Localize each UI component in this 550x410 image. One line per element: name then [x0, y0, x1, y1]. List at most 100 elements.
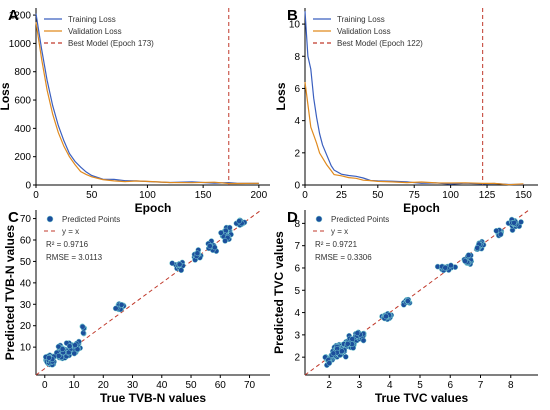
x-tick-label: 50 — [185, 380, 197, 391]
x-tick-label: 100 — [442, 190, 459, 201]
y-tick-label: 3 — [294, 330, 300, 341]
legend-label: Predicted Points — [62, 215, 120, 224]
x-tick-label: 20 — [98, 380, 110, 391]
x-axis-label: Epoch — [135, 201, 172, 215]
scatter-point — [349, 336, 356, 342]
y-tick-label: 60 — [20, 236, 32, 247]
x-axis-label: True TVC values — [375, 391, 469, 405]
scatter-point — [72, 342, 78, 349]
y-tick-label: 400 — [14, 124, 31, 135]
scatter-point — [55, 353, 62, 359]
scatter-point — [59, 346, 66, 352]
y-tick-label: 10 — [20, 343, 32, 354]
x-tick-label: 8 — [508, 380, 514, 391]
panel-letter: D — [287, 209, 298, 226]
y-axis-label: Predicted TVB-N values — [3, 224, 17, 360]
y-tick-label: 6 — [294, 263, 300, 274]
x-tick-label: 10 — [68, 380, 80, 391]
y-tick-label: 0 — [294, 181, 300, 192]
scatter-point — [236, 218, 243, 224]
y-tick-label: 7 — [294, 241, 300, 252]
x-tick-label: 75 — [409, 190, 421, 201]
y-axis-label: Predicted TVC values — [272, 231, 286, 354]
identity-line — [304, 209, 530, 376]
panel-a: A 0 50 100 150 200 0 200 400 600 800 1000 1200 Epoch L… — [0, 7, 270, 215]
x-tick-label: 100 — [139, 190, 156, 201]
scatter-point — [176, 261, 183, 268]
y-tick-label: 0 — [25, 181, 31, 192]
x-tick-label: 50 — [86, 190, 98, 201]
panel-d: D 2 3 4 5 6 7 8 2 3 4 5 6 7 8 True TVC values Predicted … — [272, 209, 538, 405]
x-tick-label: 125 — [479, 190, 496, 201]
scatter-point — [207, 243, 213, 249]
scatter-point — [194, 250, 201, 257]
x-tick-label: 5 — [417, 380, 423, 391]
scatter-point — [46, 354, 52, 361]
series-line-validation — [304, 81, 524, 186]
y-tick-label: 4 — [294, 308, 300, 319]
r2-annotation: R² = 0.9721 — [315, 240, 358, 249]
y-tick-label: 70 — [20, 214, 32, 225]
y-tick-label: 8 — [294, 219, 300, 230]
scatter-point — [383, 313, 389, 320]
x-tick-label: 150 — [515, 190, 532, 201]
legend-label: y = x — [62, 227, 79, 236]
scatter-point — [462, 258, 468, 264]
scatter-point — [354, 330, 361, 336]
x-tick-label: 6 — [447, 380, 453, 391]
scatter-point — [330, 350, 337, 357]
y-tick-label: 8 — [294, 52, 300, 63]
panel-c: C 0 10 20 30 40 50 60 70 10 20 30 40 50 60 70 True TVB-N… — [3, 209, 270, 405]
y-tick-label: 2 — [294, 353, 300, 364]
y-tick-label: 800 — [14, 67, 31, 78]
scatter-point — [342, 353, 349, 360]
x-tick-label: 0 — [42, 380, 48, 391]
y-tick-label: 30 — [20, 300, 32, 311]
scatter-point — [360, 337, 367, 344]
x-tick-label: 0 — [302, 190, 308, 201]
rmse-annotation: RMSE = 3.0113 — [46, 253, 103, 262]
panel-b: B 0 25 50 75 100 125 150 0 2 4 6 8 10 Epoch Loss Trainin… — [274, 7, 538, 215]
x-tick-label: 2 — [326, 380, 332, 391]
scatter-point — [211, 244, 218, 251]
y-tick-label: 40 — [20, 278, 32, 289]
y-axis-label: Loss — [274, 82, 288, 110]
scatter-point — [169, 260, 176, 267]
x-tick-label: 70 — [244, 380, 256, 391]
x-tick-label: 7 — [478, 380, 484, 391]
legend-label: Best Model (Epoch 173) — [68, 39, 154, 48]
scatter-point — [218, 229, 224, 236]
scatter-point — [112, 305, 119, 312]
scatter-point — [71, 350, 78, 357]
scatter-point — [511, 219, 517, 226]
scatter-point — [497, 231, 504, 238]
rmse-annotation: RMSE = 0.3306 — [315, 253, 372, 262]
x-tick-label: 40 — [156, 380, 168, 391]
y-tick-label: 10 — [289, 20, 301, 31]
legend-label: Best Model (Epoch 122) — [337, 39, 423, 48]
panel-letter: B — [287, 7, 298, 24]
scatter-point — [404, 298, 411, 304]
scatter-point — [79, 323, 86, 330]
y-tick-label: 200 — [14, 152, 31, 163]
x-tick-label: 25 — [336, 190, 348, 201]
scatter-point — [465, 252, 472, 258]
y-tick-label: 2 — [294, 148, 300, 159]
x-tick-label: 200 — [251, 190, 268, 201]
scatter-point — [118, 301, 125, 308]
legend-label: Validation Loss — [337, 27, 391, 36]
scatter-point — [55, 343, 62, 350]
y-tick-label: 600 — [14, 96, 31, 107]
panel-letter: A — [8, 7, 19, 24]
r2-annotation: R² = 0.9716 — [46, 240, 89, 249]
series-line-validation — [35, 22, 259, 185]
x-axis-label: True TVB-N values — [100, 391, 206, 405]
legend-label: Training Loss — [337, 15, 385, 24]
scatter-point — [493, 227, 500, 234]
scatter-point — [518, 219, 524, 225]
y-tick-label: 5 — [294, 286, 300, 297]
legend-label: Training Loss — [68, 15, 116, 24]
x-tick-label: 0 — [33, 190, 39, 201]
